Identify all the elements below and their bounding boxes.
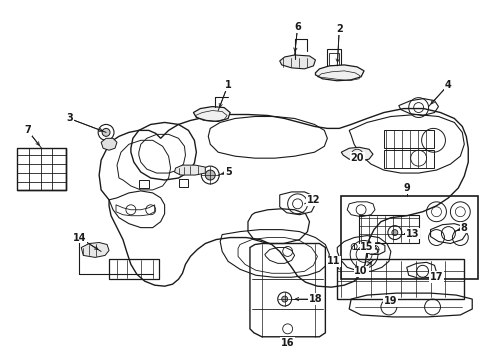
Polygon shape: [81, 243, 109, 257]
Bar: [383, 130, 433, 148]
Text: 20: 20: [350, 153, 363, 163]
Text: 9: 9: [403, 183, 409, 193]
Bar: [383, 150, 433, 168]
Polygon shape: [174, 165, 205, 175]
Circle shape: [205, 170, 215, 180]
Polygon shape: [101, 138, 117, 150]
Polygon shape: [315, 65, 364, 81]
Circle shape: [281, 296, 287, 302]
Text: 13: 13: [405, 229, 419, 239]
Text: 6: 6: [294, 22, 300, 32]
Text: 15: 15: [360, 243, 373, 252]
Polygon shape: [341, 147, 372, 161]
Text: 16: 16: [280, 338, 294, 348]
Text: 17: 17: [429, 272, 442, 282]
Text: 4: 4: [444, 80, 451, 90]
Text: 7: 7: [24, 125, 31, 135]
Text: 8: 8: [460, 222, 467, 233]
Bar: [337, 260, 463, 299]
Bar: [341, 196, 477, 279]
Text: 10: 10: [354, 266, 367, 276]
Text: 12: 12: [306, 195, 320, 205]
Bar: [109, 260, 158, 279]
Text: 1: 1: [224, 80, 231, 90]
Text: 3: 3: [66, 113, 73, 123]
Text: 19: 19: [384, 296, 397, 306]
Text: 18: 18: [308, 294, 322, 304]
Circle shape: [102, 129, 110, 136]
Polygon shape: [193, 107, 230, 121]
Polygon shape: [279, 55, 315, 69]
Text: 2: 2: [335, 24, 342, 34]
Bar: [17, 148, 66, 190]
Text: 5: 5: [224, 167, 231, 177]
Circle shape: [391, 230, 397, 235]
Bar: [358, 215, 418, 243]
Text: 11: 11: [326, 256, 339, 266]
Text: 14: 14: [72, 233, 86, 243]
